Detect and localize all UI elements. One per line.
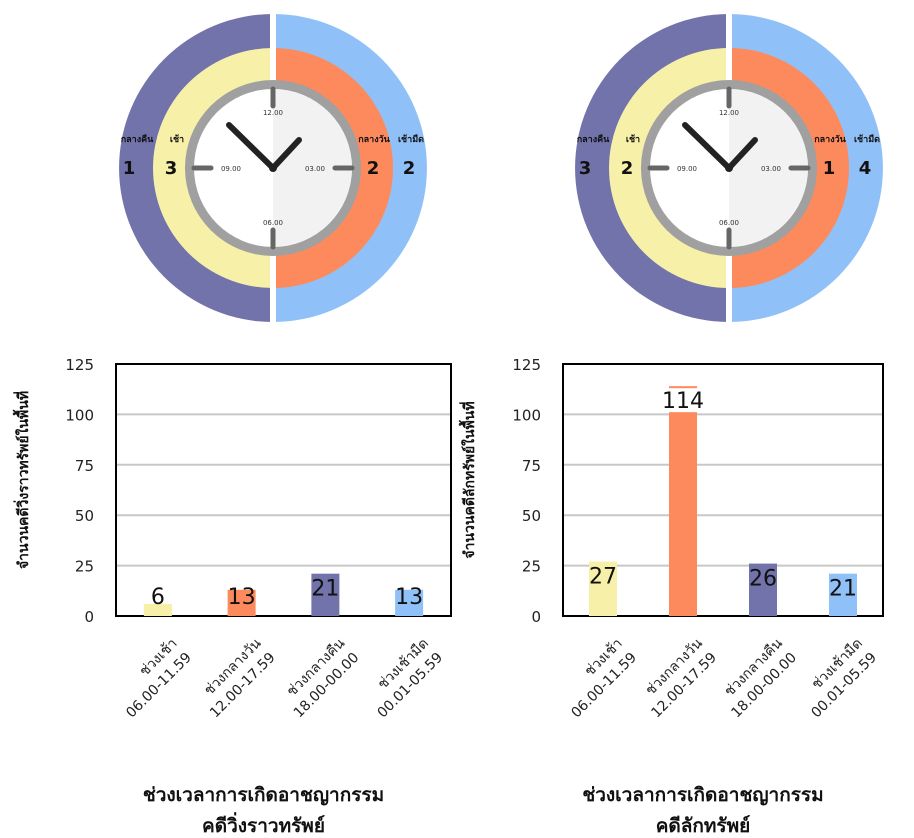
y-axis-label-group: จำนวนคดีวิ่งราวทรัพย์ในพื้นที่: [12, 391, 32, 569]
y-tick-label: 75: [522, 457, 541, 475]
hour-label-09: 09.00: [677, 165, 697, 173]
category-label: ช่วงกลางคืน18.00-00.00: [722, 635, 800, 721]
plot-frame: [562, 363, 884, 617]
y-tick-label: 50: [522, 507, 541, 525]
hour-label-03: 03.00: [305, 165, 325, 173]
y-tick-label: 125: [512, 356, 541, 374]
minute-hand: [226, 122, 276, 171]
morning-rank: 3: [165, 158, 178, 179]
data-label: 21: [311, 577, 339, 602]
data-label-bg: [659, 388, 707, 413]
bar: [829, 573, 857, 616]
chart-title-line-1: ช่วงเวลาการเกิดอาชญากรรม: [143, 784, 384, 806]
category-label: ช่วงเช้า06.00-11.59: [568, 636, 640, 722]
morning-label: เช้า: [170, 134, 184, 145]
category-label: ช่วงเช้า06.00-11.59: [123, 636, 195, 722]
data-label: 114: [662, 389, 704, 414]
bar: [749, 563, 777, 616]
hour-label-12: 12.00: [263, 109, 283, 117]
category-label: ช่วงกลางวัน12.00-17.59: [643, 635, 720, 721]
dawn-rank: 2: [403, 158, 416, 179]
y-tick-label: 0: [531, 608, 541, 626]
hour-label-06: 06.00: [719, 219, 739, 227]
clock-burglary: 12.00 03.00 06.00 09.00 กลางคืน 3 เช้า 2 กลางวัน…: [575, 12, 883, 324]
chart-title-line-2: คดีลักทรัพย์: [656, 815, 751, 837]
y-axis-label: จำนวนคดีลักทรัพย์ในพื้นที่: [458, 401, 478, 558]
bar: [311, 573, 340, 616]
y-tick-label: 100: [65, 406, 94, 424]
bar: [395, 589, 424, 616]
y-tick-label: 50: [75, 507, 94, 525]
bar: [143, 603, 172, 616]
category-label: ช่วงเช้ามืด00.01-05.59: [375, 636, 447, 722]
morning-rank: 2: [621, 158, 634, 179]
y-tick-label: 100: [512, 406, 541, 424]
night-label: กลางคืน: [577, 133, 610, 145]
dawn-label: เช้ามืด: [398, 133, 424, 145]
y-axis-label: จำนวนคดีวิ่งราวทรัพย์ในพื้นที่: [12, 391, 32, 569]
clock-face-shade: [729, 89, 808, 247]
y-tick-label: 25: [522, 558, 541, 576]
y-axis-label-group: จำนวนคดีลักทรัพย์ในพื้นที่: [458, 401, 478, 558]
night-label: กลางคืน: [121, 133, 154, 145]
night-rank: 1: [123, 158, 136, 179]
data-label: 13: [228, 585, 256, 610]
bar-chart-2: 0 25 50 75 100 125 27 ช่วงเช้า06.00-11.59 114 ช่ว…: [458, 356, 884, 837]
bar: [669, 386, 697, 616]
day-rank: 2: [367, 158, 380, 179]
morning-label: เช้า: [626, 134, 640, 145]
y-tick-label: 75: [75, 457, 94, 475]
hour-label-03: 03.00: [761, 165, 781, 173]
category-label: ช่วงกลางคืน18.00-00.00: [284, 635, 362, 721]
bar: [589, 561, 617, 616]
data-label: 26: [749, 567, 777, 592]
hour-label-06: 06.00: [263, 219, 283, 227]
category-label: ช่วงกลางวัน12.00-17.59: [201, 635, 278, 721]
day-label: กลางวัน: [814, 134, 846, 145]
dawn-rank: 4: [859, 158, 872, 179]
clock-theft: 12.00 03.00 06.00 09.00 กลางคืน 1 เช้า 3 กลางวัน…: [119, 12, 427, 324]
data-label: 6: [151, 585, 165, 610]
y-tick-label: 25: [75, 558, 94, 576]
minute-hand: [682, 122, 732, 171]
day-label: กลางวัน: [358, 134, 390, 145]
data-label: 21: [829, 577, 857, 602]
bar: [227, 589, 256, 616]
y-tick-label: 125: [65, 356, 94, 374]
hands-pivot: [725, 164, 733, 172]
dawn-label: เช้ามืด: [854, 133, 880, 145]
chart-title-line-1: ช่วงเวลาการเกิดอาชญากรรม: [582, 784, 823, 806]
plot-frame: [115, 363, 452, 617]
bar-chart-1: 0 25 50 75 100 125 6 ช่วงเช้า06.00-11.59 13 ช่วงก…: [12, 356, 452, 837]
hour-label-09: 09.00: [221, 165, 241, 173]
hour-label-12: 12.00: [719, 109, 739, 117]
clock-face-shade: [273, 89, 352, 247]
category-label: ช่วงเช้ามืด00.01-05.59: [808, 636, 880, 722]
data-label: 27: [589, 565, 617, 590]
hour-hand: [726, 137, 758, 171]
y-tick-label: 0: [84, 608, 94, 626]
night-rank: 3: [579, 158, 592, 179]
day-rank: 1: [823, 158, 836, 179]
hands-pivot: [269, 164, 277, 172]
chart-title-line-2: คดีวิ่งราวทรัพย์: [202, 812, 325, 837]
data-label: 13: [395, 585, 423, 610]
hour-hand: [270, 137, 302, 171]
